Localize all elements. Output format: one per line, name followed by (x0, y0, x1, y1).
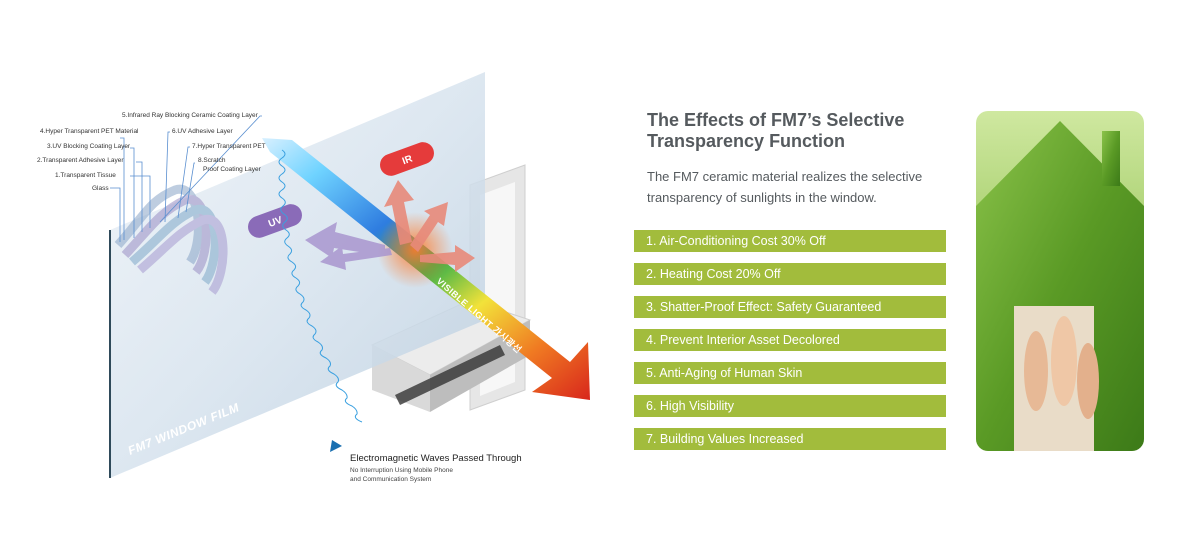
moss-house-icon (976, 111, 1144, 451)
em-waves-subtitle-2: and Communication System (350, 476, 431, 483)
benefit-item: 4. Prevent Interior Asset Decolored (634, 329, 946, 351)
benefit-item: 2. Heating Cost 20% Off (634, 263, 946, 285)
benefit-item: 5. Anti-Aging of Human Skin (634, 362, 946, 384)
em-waves-subtitle-1: No Interruption Using Mobile Phone (350, 467, 453, 474)
layer-label-7: 7.Hyper Transparent PET Material (192, 143, 291, 150)
moss-house-photo (976, 111, 1144, 451)
benefit-item: 6. High Visibility (634, 395, 946, 417)
section-title: The Effects of FM7’s Selective Transpare… (647, 110, 905, 151)
uv-arrows (305, 222, 392, 270)
layer-label-5: 5.Infrared Ray Blocking Ceramic Coating … (122, 112, 259, 119)
section-description: The FM7 ceramic material realizes the se… (647, 169, 923, 205)
reflection-glow (377, 212, 453, 288)
layer-label-glass: Glass (92, 185, 109, 192)
layer-label-8b: Proof Coating Layer (203, 166, 262, 173)
layer-label-6: 6.UV Adhesive Layer (172, 128, 234, 135)
window-film-diagram: 5.Infrared Ray Blocking Ceramic Coating … (37, 72, 590, 483)
svg-text:UV: UV (267, 215, 284, 230)
layer-label-1: 1.Transparent Tissue (55, 172, 116, 179)
electromagnetic-wave (278, 149, 363, 423)
layer-label-3: 3.UV Blocking Coating Layer (47, 143, 131, 150)
benefit-item: 1. Air-Conditioning Cost 30% Off (634, 230, 946, 252)
film-layers (114, 184, 228, 295)
svg-text:IR: IR (401, 153, 415, 167)
wave-arrowhead (330, 440, 342, 452)
benefit-list: 1. Air-Conditioning Cost 30% Off 2. Heat… (634, 230, 946, 461)
layer-label-2: 2.Transparent Adhesive Layer (37, 157, 124, 164)
benefit-item: 7. Building Values Increased (634, 428, 946, 450)
ir-badge: IR (380, 142, 434, 176)
layer-label-8: 8.Scratch (198, 157, 226, 164)
layer-leader-lines (110, 115, 262, 242)
em-waves-title: Electromagnetic Waves Passed Through (350, 453, 522, 464)
benefit-item: 3. Shatter-Proof Effect: Safety Guarante… (634, 296, 946, 318)
layer-label-4: 4.Hyper Transparent PET Material (40, 128, 139, 135)
uv-badge: UV (248, 204, 302, 238)
ir-arrows (384, 180, 475, 272)
